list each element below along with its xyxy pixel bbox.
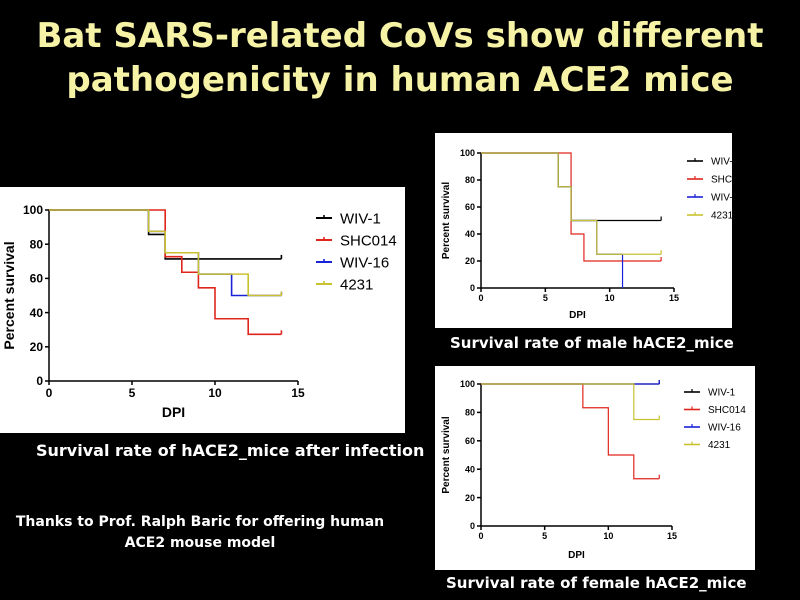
y-tick-label: 100	[460, 379, 475, 389]
female-survival-chart: 0 5 10 15 0 20 40 60 80 100 DPI Percent survival WIV…	[435, 366, 755, 570]
thanks-line-1: Thanks to Prof. Ralph Baric for offering…	[15, 514, 385, 530]
legend-label: WIV-1	[711, 157, 732, 168]
acknowledgement: Thanks to Prof. Ralph Baric for offering…	[0, 512, 400, 554]
y-tick-label: 80	[465, 175, 475, 185]
legend-label: WIV-16	[711, 193, 732, 204]
y-tick-label: 0	[470, 283, 475, 293]
y-tick-label: 20	[30, 340, 44, 354]
y-tick-label: 40	[30, 306, 44, 320]
x-tick-label: 15	[291, 386, 305, 400]
legend-label: SHC014	[708, 405, 746, 416]
x-tick-label: 0	[46, 386, 53, 400]
y-tick-label: 60	[465, 436, 475, 446]
series-line-4231	[49, 209, 282, 297]
legend-label: 4231	[708, 440, 731, 451]
female-survival-caption: Survival rate of female hACE2_mice	[446, 574, 747, 592]
x-tick-label: 0	[478, 293, 483, 303]
x-axis-label: DPI	[569, 310, 586, 321]
series-line-4231	[481, 152, 662, 255]
title-line-1: Bat SARS-related CoVs show different	[36, 16, 764, 56]
thanks-line-2: ACE2 mouse model	[124, 535, 276, 551]
y-axis-label: Percent survival	[441, 416, 452, 493]
y-tick-label: 20	[465, 493, 475, 503]
series-line-4231	[481, 383, 660, 421]
y-tick-label: 80	[465, 408, 475, 418]
slide-title: Bat SARS-related CoVs show different pat…	[0, 14, 800, 102]
x-tick-label: 10	[603, 531, 613, 541]
y-tick-label: 60	[30, 272, 44, 286]
series-line-shc014	[481, 383, 660, 480]
y-tick-label: 40	[465, 464, 475, 474]
title-line-2: pathogenicity in human ACE2 mice	[66, 60, 734, 100]
male-survival-chart: 0 5 10 15 0 20 40 60 80 100 DPI Percent survival WIV…	[435, 133, 749, 328]
overall-survival-chart: 0 5 10 15 0 20 40 60 80 100 DPI Percent survival WIV…	[0, 187, 405, 433]
overall-survival-caption: Survival rate of hACE2_mice after infect…	[36, 441, 425, 460]
series-line-shc014	[49, 209, 282, 336]
y-tick-label: 100	[23, 203, 43, 217]
x-axis-label: DPI	[162, 404, 185, 420]
y-tick-label: 40	[465, 229, 475, 239]
y-tick-label: 0	[36, 374, 43, 388]
legend-label: 4231	[711, 211, 732, 222]
y-tick-label: 100	[460, 148, 475, 158]
y-tick-label: 60	[465, 202, 475, 212]
x-tick-label: 0	[478, 531, 483, 541]
chart-svg: 0 5 10 15 0 20 40 60 80 100 DPI Percent survival WIV…	[441, 148, 749, 321]
y-axis-label: Percent survival	[1, 241, 17, 349]
x-tick-label: 5	[543, 293, 548, 303]
chart-svg: 0 5 10 15 0 20 40 60 80 100 DPI Percent survival WIV…	[441, 379, 746, 561]
y-tick-label: 0	[470, 521, 475, 531]
legend-label: WIV-16	[340, 254, 389, 271]
x-axis-label: DPI	[568, 550, 585, 561]
male-survival-caption: Survival rate of male hACE2_mice	[450, 334, 734, 352]
x-tick-label: 15	[667, 531, 677, 541]
y-tick-label: 20	[465, 256, 475, 266]
x-tick-label: 10	[208, 386, 222, 400]
x-tick-label: 10	[605, 293, 615, 303]
legend-label: SHC014	[711, 175, 732, 186]
legend-label: SHC014	[340, 232, 397, 249]
y-tick-label: 80	[30, 237, 44, 251]
x-tick-label: 15	[669, 293, 679, 303]
x-tick-label: 5	[129, 386, 136, 400]
x-tick-label: 5	[542, 531, 547, 541]
legend-label: 4231	[340, 276, 373, 293]
legend-label: WIV-16	[708, 423, 741, 434]
chart-svg: 0 5 10 15 0 20 40 60 80 100 DPI Percent survival WIV…	[1, 203, 397, 420]
y-axis-label: Percent survival	[441, 182, 452, 259]
legend-label: WIV-1	[340, 210, 381, 227]
legend-label: WIV-1	[708, 388, 736, 399]
